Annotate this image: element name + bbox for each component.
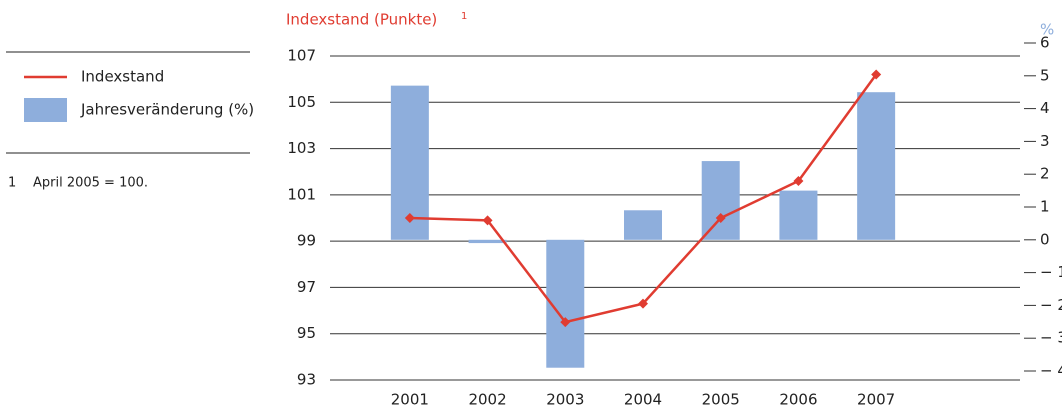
bar [779,190,818,240]
y2-tick-label: 1 [1040,198,1050,216]
x-tick-label: 2007 [857,391,895,409]
legend-swatch [24,98,67,122]
y2-tick-label: − 2 [1040,296,1062,314]
y-tick-label: 97 [297,278,316,296]
footnote: April 2005 = 100. [33,176,148,191]
x-tick-label: 2003 [546,391,584,409]
y2-axis-title: % [1040,21,1054,39]
y2-tick-label: − 4 [1040,362,1062,380]
y-axis-title-note: 1 [461,11,467,22]
x-tick-label: 2005 [702,391,740,409]
bar [701,161,740,240]
y2-tick-label: 0 [1040,230,1050,248]
bar [857,92,896,240]
x-tick-label: 2006 [779,391,817,409]
y2-tick-label: 2 [1040,165,1050,183]
line-marker [715,213,726,223]
line-marker [404,213,415,223]
y-tick-label: 99 [297,232,316,250]
y2-tick-label: 4 [1040,99,1050,117]
line-marker [560,317,571,328]
x-tick-label: 2002 [468,391,506,409]
bar [468,239,507,244]
line-marker [793,175,804,186]
bar [624,210,662,240]
y-tick-label: 105 [287,93,316,111]
x-tick-label: 2004 [624,391,662,409]
x-tick-label: 2001 [391,391,429,409]
legend-label: Jahresveränderung (%) [80,101,254,119]
y-tick-label: 101 [287,185,316,203]
y-tick-label: 107 [287,47,316,65]
y2-tick-label: 3 [1040,132,1050,150]
y-tick-label: 103 [287,139,316,157]
legend-label: Indexstand [81,68,164,86]
y2-tick-label: 6 [1040,34,1050,52]
y2-tick-label: 5 [1040,66,1050,84]
y2-tick-label: − 1 [1040,263,1062,281]
y2-tick-label: − 3 [1040,329,1062,347]
line-marker [871,69,882,80]
y-axis-title: Indexstand (Punkte) [286,11,437,29]
line-marker [638,298,648,309]
footnote-marker: 1 [8,176,16,191]
y-tick-label: 95 [297,324,316,342]
y-tick-label: 93 [297,371,316,389]
line-marker [482,215,493,226]
